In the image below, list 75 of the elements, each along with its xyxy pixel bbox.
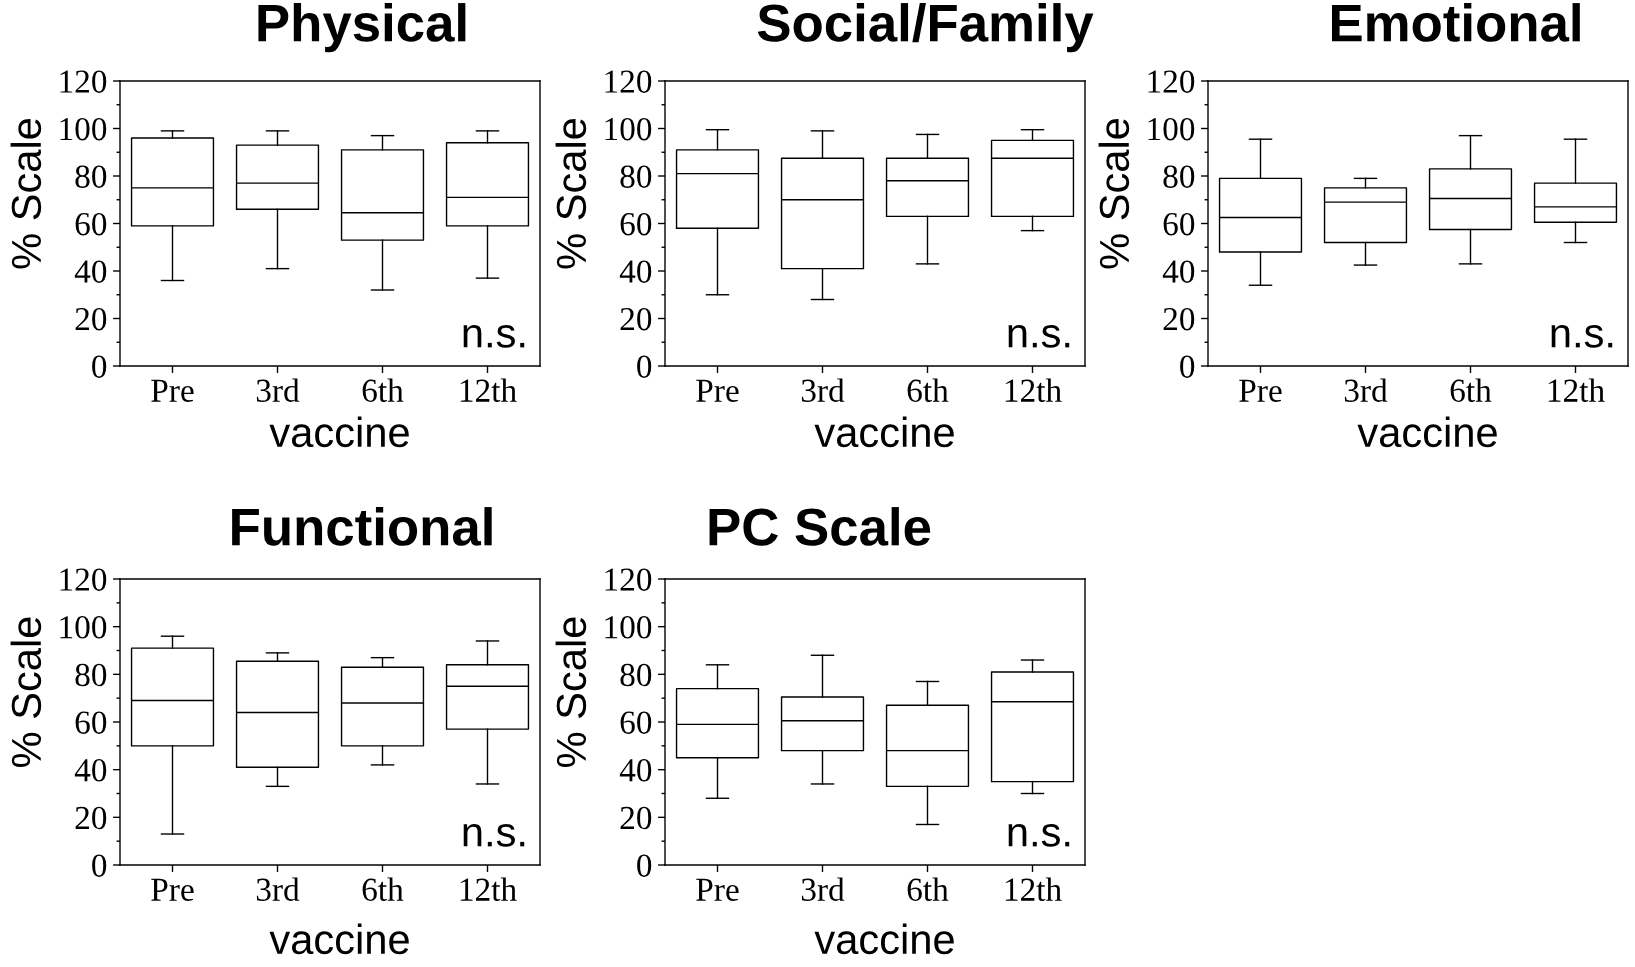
x-tick-label: 3rd bbox=[1344, 378, 1388, 402]
y-tick-label: 60 bbox=[620, 212, 652, 236]
x-tick-label: 12th bbox=[1005, 378, 1062, 402]
y-axis-title: % Scale bbox=[555, 118, 587, 269]
y-tick-label: 20 bbox=[620, 307, 652, 331]
y-tick-label: 0 bbox=[637, 854, 652, 877]
x-tick-label: 3rd bbox=[256, 877, 300, 901]
y-tick-label: 20 bbox=[75, 307, 107, 331]
y-axis-title: % Scale bbox=[555, 617, 587, 767]
y-tick-label: 20 bbox=[1163, 307, 1195, 331]
y-tick-label: 120 bbox=[1148, 70, 1195, 93]
y-tick-label: 20 bbox=[620, 806, 652, 830]
y-tick-label: 100 bbox=[60, 117, 107, 141]
x-axis-title: vaccine bbox=[269, 923, 409, 955]
x-axis-title: vaccine bbox=[814, 416, 954, 448]
x-tick-label: 3rd bbox=[801, 877, 845, 901]
y-tick-label: 80 bbox=[75, 663, 107, 687]
y-tick-label: 40 bbox=[619, 759, 652, 782]
y-tick-label: 40 bbox=[1162, 260, 1195, 283]
y-tick-label: 60 bbox=[75, 711, 107, 734]
x-axis-title: vaccine bbox=[814, 923, 954, 955]
x-tick-label: 6th bbox=[362, 877, 404, 901]
y-tick-label: 80 bbox=[620, 663, 652, 687]
y-tick-label: 100 bbox=[605, 117, 652, 141]
y-tick-label: 40 bbox=[619, 260, 652, 283]
y-axis-title: % Scale bbox=[10, 118, 42, 269]
y-tick-label: 60 bbox=[620, 711, 652, 734]
x-tick-label: Pre bbox=[151, 379, 194, 402]
x-tick-label: 6th bbox=[907, 877, 949, 901]
y-axis-title: % Scale bbox=[10, 617, 42, 767]
chart-title: Emotional bbox=[1331, 3, 1580, 42]
annotation: n.s. bbox=[1551, 324, 1613, 348]
y-tick-label: 40 bbox=[74, 260, 107, 283]
y-tick-label: 100 bbox=[60, 616, 107, 639]
x-tick-label: 6th bbox=[907, 378, 949, 402]
annotation: n.s. bbox=[1008, 324, 1070, 348]
y-tick-label: 120 bbox=[60, 70, 107, 93]
x-tick-label: Pre bbox=[696, 878, 739, 901]
y-tick-label: 80 bbox=[620, 165, 652, 188]
y-tick-label: 100 bbox=[1148, 117, 1195, 141]
annotation: n.s. bbox=[1008, 823, 1070, 847]
x-tick-label: 12th bbox=[1005, 877, 1062, 901]
x-tick-label: 12th bbox=[460, 378, 517, 402]
y-tick-label: 60 bbox=[75, 212, 107, 236]
y-tick-label: 80 bbox=[1163, 165, 1195, 188]
x-tick-label: 6th bbox=[362, 378, 404, 402]
x-tick-label: 12th bbox=[1548, 378, 1605, 402]
annotation: n.s. bbox=[463, 823, 525, 847]
y-tick-label: 0 bbox=[92, 854, 107, 877]
y-tick-label: 120 bbox=[605, 568, 652, 591]
y-tick-label: 100 bbox=[605, 616, 652, 639]
y-axis-title: % Scale bbox=[1098, 118, 1130, 269]
x-tick-label: 3rd bbox=[801, 378, 845, 402]
x-tick-label: 6th bbox=[1450, 378, 1492, 402]
chart-title: PC Scale bbox=[709, 507, 931, 546]
x-tick-label: 3rd bbox=[256, 378, 300, 402]
y-tick-label: 20 bbox=[75, 806, 107, 830]
annotation: n.s. bbox=[463, 324, 525, 348]
y-tick-label: 0 bbox=[1180, 355, 1195, 378]
chart-title: Physical bbox=[258, 3, 466, 53]
x-tick-label: 12th bbox=[460, 877, 517, 901]
y-tick-label: 60 bbox=[1163, 212, 1195, 236]
y-tick-label: 0 bbox=[92, 355, 107, 378]
x-tick-label: Pre bbox=[1239, 379, 1282, 402]
y-tick-label: 40 bbox=[74, 759, 107, 782]
x-axis-title: vaccine bbox=[269, 416, 409, 448]
chart-title: Functional bbox=[232, 507, 492, 546]
x-tick-label: Pre bbox=[696, 379, 739, 402]
y-tick-label: 0 bbox=[637, 355, 652, 378]
y-tick-label: 120 bbox=[605, 70, 652, 93]
x-tick-label: Pre bbox=[151, 878, 194, 901]
y-tick-label: 80 bbox=[75, 165, 107, 188]
chart-title: Social/Family bbox=[757, 3, 1094, 53]
x-axis-title: vaccine bbox=[1357, 416, 1497, 448]
y-tick-label: 120 bbox=[60, 568, 107, 591]
